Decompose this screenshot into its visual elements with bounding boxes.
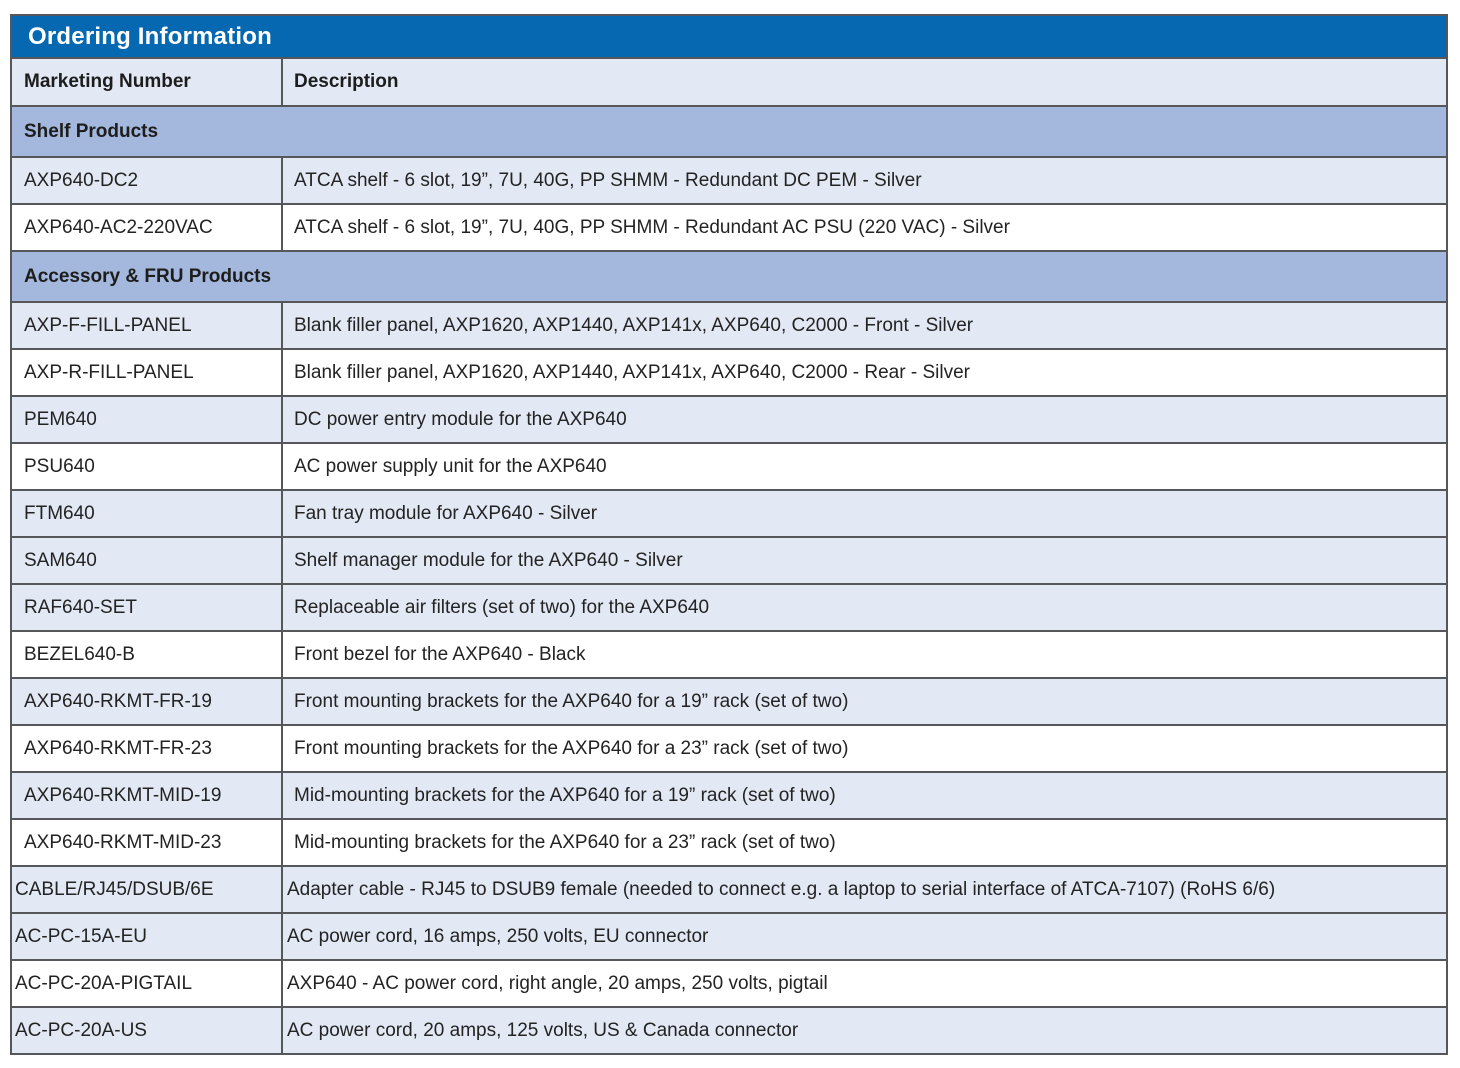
marketing-number-cell: PEM640 bbox=[10, 395, 283, 444]
description-cell: AC power cord, 16 amps, 250 volts, EU co… bbox=[281, 912, 1448, 961]
table-row: AXP640-RKMT-FR-23 Front mounting brackets… bbox=[10, 724, 1448, 773]
section-header-row: Accessory & FRU Products bbox=[10, 250, 1448, 303]
description-cell: Mid-mounting brackets for the AXP640 for… bbox=[281, 818, 1448, 867]
table-body: Shelf Products AXP640-DC2 ATCA shelf - 6 s… bbox=[10, 105, 1448, 1055]
marketing-number-cell: CABLE/RJ45/DSUB/6E bbox=[10, 865, 283, 914]
column-header-row: Marketing Number Description bbox=[10, 57, 1448, 107]
table-row: AXP640-DC2 ATCA shelf - 6 slot, 19”, 7U, … bbox=[10, 156, 1448, 205]
table-row: AC-PC-15A-EU AC power cord, 16 amps, 250 … bbox=[10, 912, 1448, 961]
table-row: AXP-F-FILL-PANEL Blank filler panel, AXP1… bbox=[10, 301, 1448, 350]
description-cell: DC power entry module for the AXP640 bbox=[281, 395, 1448, 444]
description-cell: Front bezel for the AXP640 - Black bbox=[281, 630, 1448, 679]
description-cell: ATCA shelf - 6 slot, 19”, 7U, 40G, PP SH… bbox=[281, 203, 1448, 252]
table-row: AXP640-RKMT-MID-23 Mid-mounting brackets … bbox=[10, 818, 1448, 867]
column-header-description: Description bbox=[281, 57, 1448, 107]
table-row: BEZEL640-B Front bezel for the AXP640 - B… bbox=[10, 630, 1448, 679]
marketing-number-cell: PSU640 bbox=[10, 442, 283, 491]
marketing-number-cell: AXP640-RKMT-FR-23 bbox=[10, 724, 283, 773]
marketing-number-cell: AXP640-AC2-220VAC bbox=[10, 203, 283, 252]
table-row: SAM640 Shelf manager module for the AXP64… bbox=[10, 536, 1448, 585]
description-cell: Blank filler panel, AXP1620, AXP1440, AX… bbox=[281, 301, 1448, 350]
table-row: CABLE/RJ45/DSUB/6E Adapter cable - RJ45 t… bbox=[10, 865, 1448, 914]
table-title: Ordering Information bbox=[10, 14, 1448, 59]
section-header-row: Shelf Products bbox=[10, 105, 1448, 158]
description-cell: Blank filler panel, AXP1620, AXP1440, AX… bbox=[281, 348, 1448, 397]
description-cell: Shelf manager module for the AXP640 - Si… bbox=[281, 536, 1448, 585]
description-cell: AC power cord, 20 amps, 125 volts, US & … bbox=[281, 1006, 1448, 1055]
table-row: RAF640-SET Replaceable air filters (set o… bbox=[10, 583, 1448, 632]
marketing-number-cell: AXP640-DC2 bbox=[10, 156, 283, 205]
description-cell: Fan tray module for AXP640 - Silver bbox=[281, 489, 1448, 538]
table-row: AC-PC-20A-US AC power cord, 20 amps, 125 … bbox=[10, 1006, 1448, 1055]
table-row: AXP640-RKMT-FR-19 Front mounting brackets… bbox=[10, 677, 1448, 726]
ordering-information-table: Ordering Information Marketing Number De… bbox=[10, 14, 1448, 1055]
marketing-number-cell: AXP640-RKMT-MID-23 bbox=[10, 818, 283, 867]
description-cell: AXP640 - AC power cord, right angle, 20 … bbox=[281, 959, 1448, 1008]
marketing-number-cell: AC-PC-20A-US bbox=[10, 1006, 283, 1055]
description-cell: Mid-mounting brackets for the AXP640 for… bbox=[281, 771, 1448, 820]
table-title-row: Ordering Information bbox=[10, 14, 1448, 59]
description-cell: ATCA shelf - 6 slot, 19”, 7U, 40G, PP SH… bbox=[281, 156, 1448, 205]
marketing-number-cell: AC-PC-20A-PIGTAIL bbox=[10, 959, 283, 1008]
ordering-information-table-wrap: Ordering Information Marketing Number De… bbox=[10, 14, 1448, 1055]
description-cell: Replaceable air filters (set of two) for… bbox=[281, 583, 1448, 632]
table-row: FTM640 Fan tray module for AXP640 - Silve… bbox=[10, 489, 1448, 538]
marketing-number-cell: RAF640-SET bbox=[10, 583, 283, 632]
section-header-label: Accessory & FRU Products bbox=[10, 250, 1448, 303]
description-cell: Front mounting brackets for the AXP640 f… bbox=[281, 724, 1448, 773]
marketing-number-cell: SAM640 bbox=[10, 536, 283, 585]
table-row: PSU640 AC power supply unit for the AXP64… bbox=[10, 442, 1448, 491]
marketing-number-cell: AXP640-RKMT-FR-19 bbox=[10, 677, 283, 726]
column-header-marketing-number: Marketing Number bbox=[10, 57, 283, 107]
description-cell: Front mounting brackets for the AXP640 f… bbox=[281, 677, 1448, 726]
marketing-number-cell: AC-PC-15A-EU bbox=[10, 912, 283, 961]
marketing-number-cell: AXP-F-FILL-PANEL bbox=[10, 301, 283, 350]
table-row: PEM640 DC power entry module for the AXP6… bbox=[10, 395, 1448, 444]
table-row: AXP640-RKMT-MID-19 Mid-mounting brackets … bbox=[10, 771, 1448, 820]
marketing-number-cell: AXP640-RKMT-MID-19 bbox=[10, 771, 283, 820]
description-cell: Adapter cable - RJ45 to DSUB9 female (ne… bbox=[281, 865, 1448, 914]
marketing-number-cell: AXP-R-FILL-PANEL bbox=[10, 348, 283, 397]
marketing-number-cell: BEZEL640-B bbox=[10, 630, 283, 679]
section-header-label: Shelf Products bbox=[10, 105, 1448, 158]
marketing-number-cell: FTM640 bbox=[10, 489, 283, 538]
description-cell: AC power supply unit for the AXP640 bbox=[281, 442, 1448, 491]
table-row: AXP-R-FILL-PANEL Blank filler panel, AXP1… bbox=[10, 348, 1448, 397]
table-row: AC-PC-20A-PIGTAIL AXP640 - AC power cord,… bbox=[10, 959, 1448, 1008]
table-row: AXP640-AC2-220VAC ATCA shelf - 6 slot, 19… bbox=[10, 203, 1448, 252]
